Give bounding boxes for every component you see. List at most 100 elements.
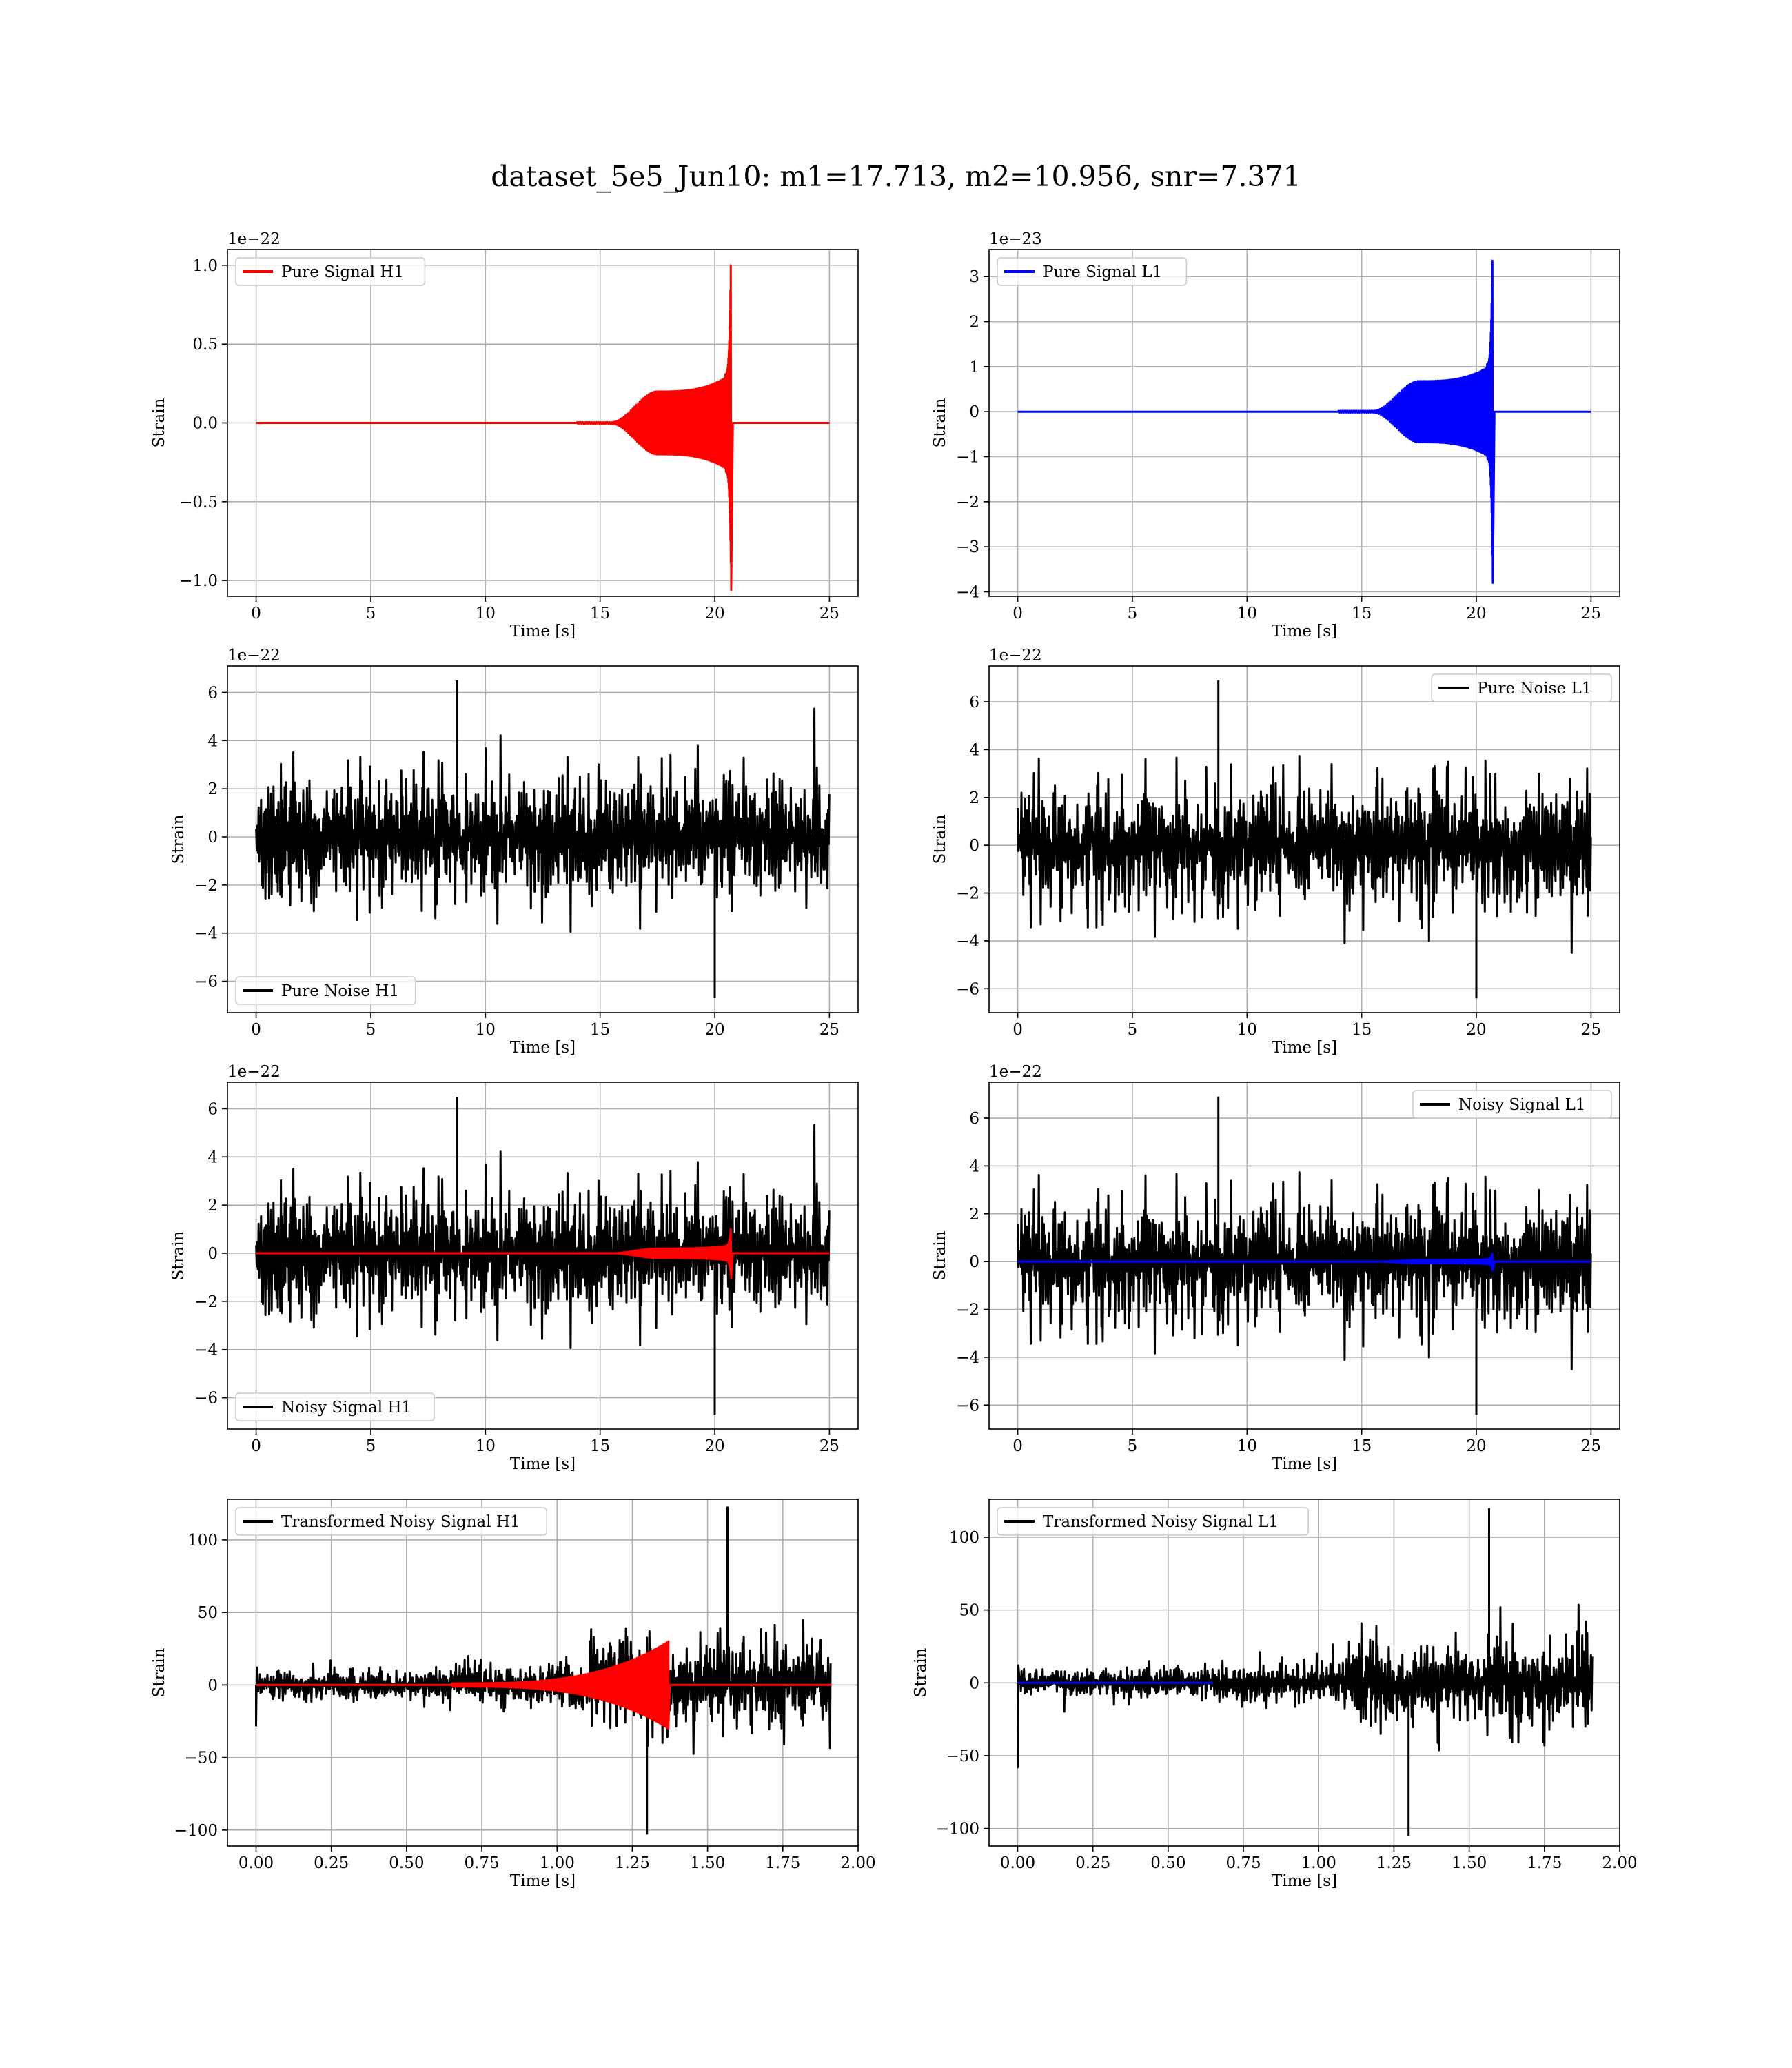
x-tick-label: 5 [1128,1021,1138,1039]
x-tick-label: 10 [1237,1021,1257,1039]
y-tick-label: 4 [207,1148,218,1166]
y-offset-text: 1e−23 [989,230,1042,248]
x-tick-label: 2.00 [1602,1854,1637,1872]
y-tick-label: −6 [194,1390,218,1408]
y-tick-label: 1.0 [192,257,218,275]
axes-frame [227,665,859,1013]
x-tick-label: 2.00 [840,1854,875,1872]
legend-label: Noisy Signal L1 [1458,1096,1585,1114]
legend-label: Pure Noise H1 [281,982,399,1000]
y-offset-text: 1e−22 [227,230,281,248]
y-tick-label: −2 [956,885,979,903]
y-tick-label: 0.0 [192,415,218,433]
x-tick-label: 0.75 [464,1854,499,1872]
y-tick-label: −4 [956,1349,979,1367]
legend-label: Pure Signal L1 [1043,263,1162,281]
y-axis-label: Strain [912,1648,930,1697]
x-tick-label: 20 [1466,605,1486,622]
x-tick-label: 15 [590,1021,610,1039]
legend-box [997,257,1188,286]
legend-label: Transformed Noisy Signal L1 [1043,1513,1279,1531]
y-tick-label: −1 [956,448,979,466]
x-tick-label: 5 [366,1021,376,1039]
noisy-signal-h1-series-0-line [255,1097,831,1415]
y-tick-label: 3 [969,268,979,286]
x-tick-label: 1.50 [1452,1854,1487,1872]
pure-noise-h1-panel: 0 5 10 15 20 25 −6 −4 −2 0 2 4 6 Time [s] Strain 1e−22 P… [170,647,859,1057]
axes-frame [988,1082,1620,1430]
x-tick-label: 0 [1012,1437,1023,1455]
legend-label: Pure Noise L1 [1477,680,1591,698]
x-tick-label: 5 [366,605,376,622]
axes-frame [988,249,1620,597]
x-tick-label: 15 [590,605,610,622]
x-tick-label: 0 [251,1437,261,1455]
y-axis-label: Strain [931,1230,949,1280]
x-tick-label: 0 [251,605,261,622]
pure-noise-l1-panel: 0 5 10 15 20 25 −6 −4 −2 0 2 4 6 Time [s] Strain 1e−22 P… [931,647,1620,1057]
x-axis-label: Time [s] [510,1455,576,1473]
x-tick-label: 25 [819,1437,839,1455]
y-tick-label: 100 [187,1532,218,1550]
y-tick-label: −0.5 [179,494,218,511]
transformed-noisy-signal-l1-panel: 0.00 0.25 0.50 0.75 1.00 1.25 1.50 1.75 2.00 −100… [912,1499,1638,1890]
x-tick-label: 15 [1352,1437,1372,1455]
y-tick-label: 0 [207,1676,218,1694]
x-tick-label: 0 [1012,1021,1023,1039]
y-tick-label: 0 [969,1674,979,1692]
x-axis-label: Time [s] [510,1872,576,1890]
legend-label: Transformed Noisy Signal H1 [281,1513,520,1531]
y-tick-label: 0 [969,403,979,421]
legend: Noisy Signal H1 [235,1392,435,1421]
pure-noise-l1-series-0-line [1017,680,1592,999]
legend-box [1412,1090,1612,1119]
legend-box [235,257,426,286]
x-tick-label: 25 [1581,1021,1601,1039]
x-axis-label: Time [s] [1272,1039,1337,1057]
x-axis-label: Time [s] [510,1039,576,1057]
y-tick-label: −50 [184,1750,218,1767]
y-offset-text: 1e−22 [227,647,281,665]
legend: Pure Signal L1 [997,257,1188,286]
y-axis-label: Strain [170,1230,187,1280]
x-tick-label: 1.75 [1527,1854,1562,1872]
x-tick-label: 10 [476,605,496,622]
x-tick-label: 5 [1128,1437,1138,1455]
axes-frame [227,1082,859,1430]
y-tick-label: −2 [194,1293,218,1311]
x-tick-label: 10 [1237,605,1257,622]
y-tick-label: 6 [207,684,218,702]
noisy-signal-l1-series-1-line [1017,1253,1591,1272]
y-axis-label: Strain [931,398,949,447]
x-tick-label: 20 [704,605,724,622]
legend: Transformed Noisy Signal H1 [235,1507,548,1536]
legend-label: Noisy Signal H1 [281,1399,411,1417]
y-tick-label: −50 [946,1747,979,1765]
y-tick-label: 4 [207,732,218,750]
x-tick-label: 1.00 [1301,1854,1336,1872]
y-tick-label: −4 [194,1341,218,1359]
y-axis-label: Strain [150,1648,168,1697]
x-tick-label: 25 [1581,1437,1601,1455]
y-offset-text: 1e−22 [989,1063,1042,1081]
y-tick-label: −100 [936,1821,979,1838]
y-tick-label: 50 [959,1602,979,1620]
transformed-noisy-signal-l1-series-0-line [1017,1508,1594,1836]
y-tick-label: −3 [956,538,979,556]
x-tick-label: 0.50 [1150,1854,1185,1872]
y-tick-label: 6 [969,693,979,711]
y-offset-text: 1e−22 [989,647,1042,665]
y-tick-label: 50 [198,1604,218,1622]
x-axis-label: Time [s] [1272,1872,1337,1890]
y-tick-label: −4 [956,583,979,601]
noisy-signal-h1-series-1-line [256,1228,830,1280]
x-tick-label: 0.25 [314,1854,349,1872]
x-tick-label: 25 [819,1021,839,1039]
x-axis-label: Time [s] [1272,622,1337,640]
y-tick-label: 4 [969,741,979,759]
y-tick-label: 2 [969,789,979,807]
y-tick-label: 2 [969,314,979,332]
x-tick-label: 15 [1352,1021,1372,1039]
x-tick-label: 25 [819,605,839,622]
x-tick-label: 10 [1237,1437,1257,1455]
